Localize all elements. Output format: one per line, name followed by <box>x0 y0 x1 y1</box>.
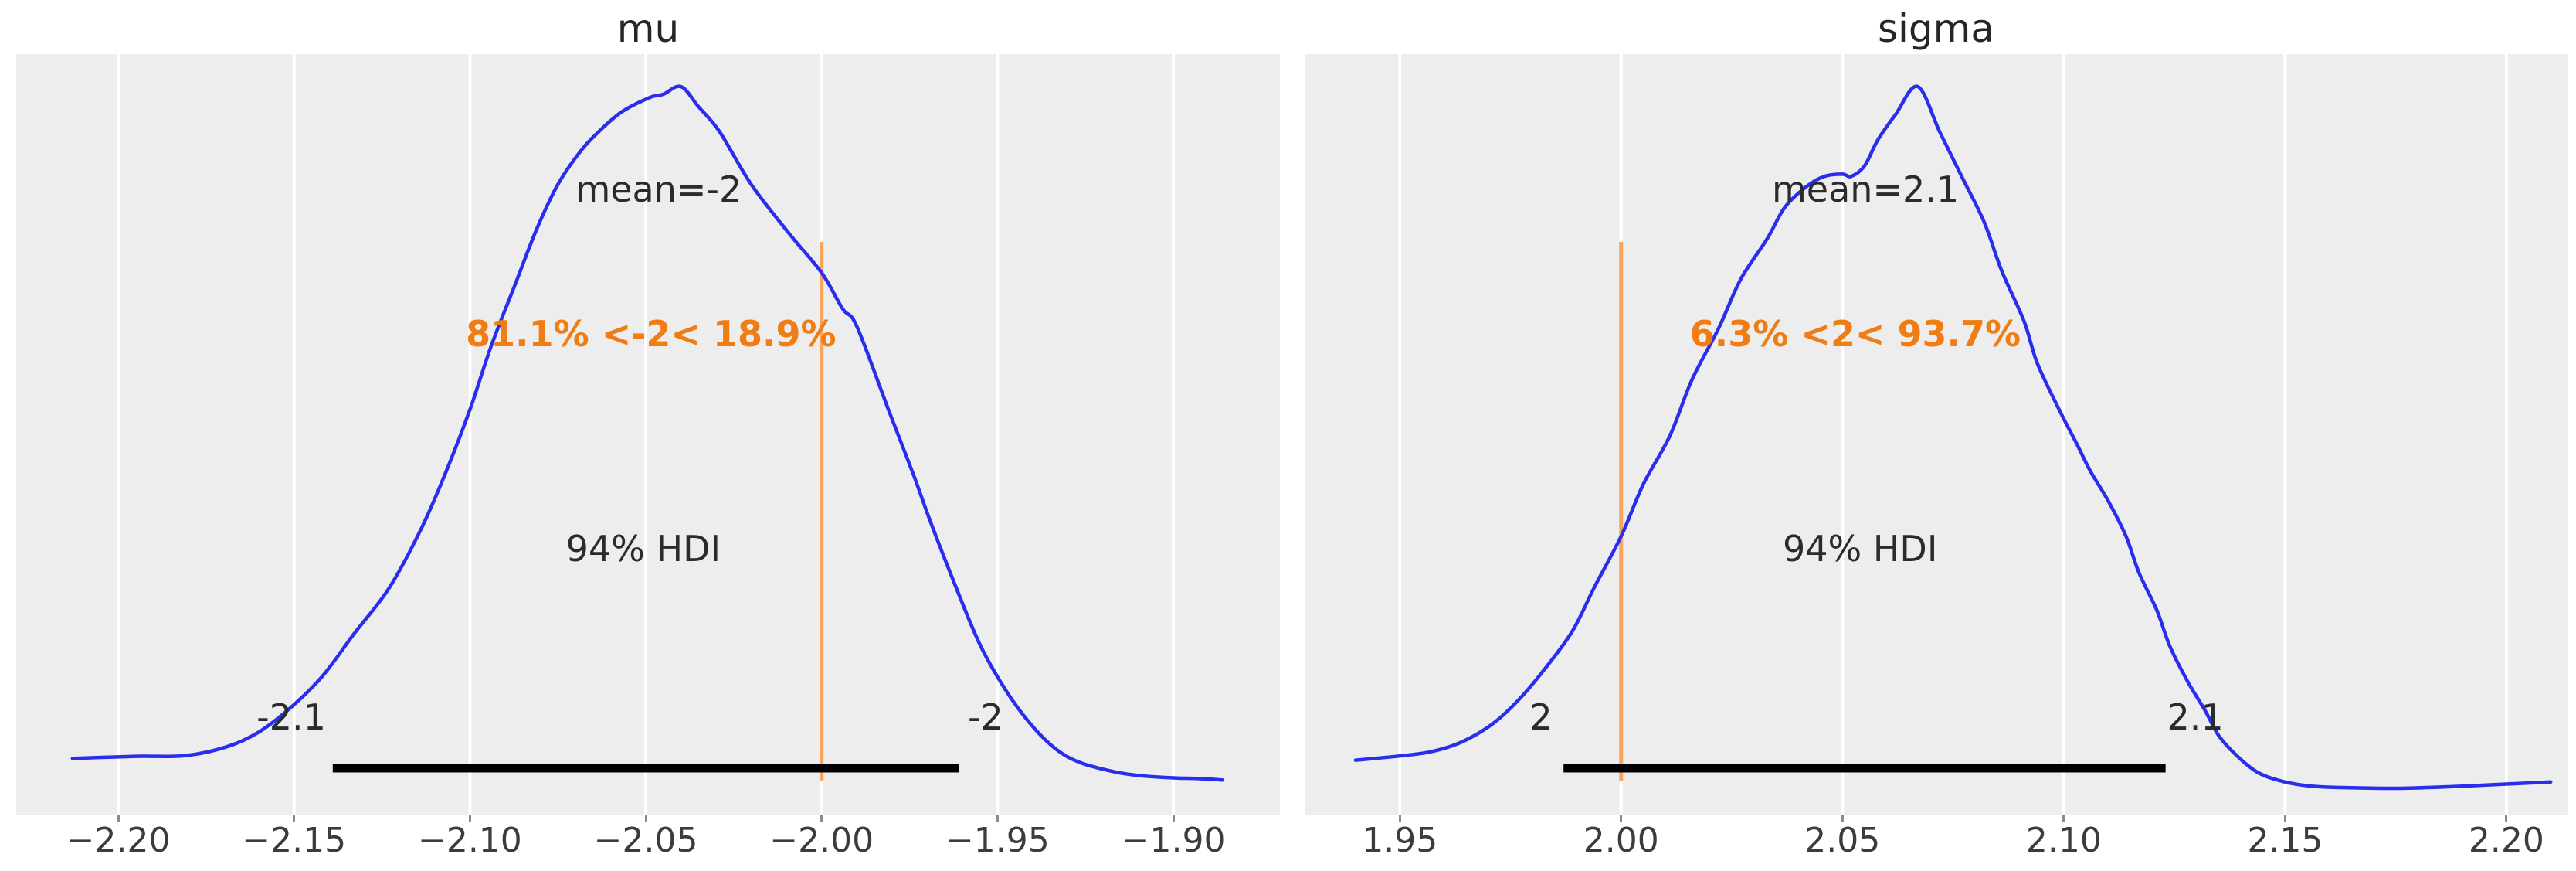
x-tick-mark <box>2283 815 2286 822</box>
x-tick-label: −2.00 <box>769 821 874 860</box>
x-tick-label: 1.95 <box>1362 821 1438 860</box>
hdi-lo-label: 2 <box>1529 696 1553 739</box>
x-tick-label: 2.05 <box>1804 821 1881 860</box>
kde-curve <box>70 84 1225 782</box>
x-tick-mark <box>820 815 823 822</box>
x-tick-label: −1.95 <box>945 821 1050 860</box>
kde-plot <box>70 54 1225 815</box>
x-tick-mark <box>1398 815 1401 822</box>
x-tick-label: −2.05 <box>593 821 698 860</box>
mean-label: mean=2.1 <box>1772 168 1960 211</box>
x-tick-mark <box>1841 815 1844 822</box>
x-tick-mark <box>293 815 296 822</box>
panel-title: sigma <box>1877 6 1995 51</box>
hdi-bar <box>332 764 959 773</box>
panel-title: mu <box>616 6 680 51</box>
panel-mu: mu mean=-2 81.1% <-2< 18.9% 94% HDI -2.1… <box>16 0 1280 871</box>
x-tick-label: 2.20 <box>2468 821 2544 860</box>
hdi-bar <box>1563 764 2166 773</box>
x-tick-mark <box>117 815 120 822</box>
x-tick-mark <box>1620 815 1623 822</box>
x-tick-mark <box>2062 815 2065 822</box>
hdi-lo-label: -2.1 <box>256 696 326 739</box>
x-tick-label: −2.15 <box>242 821 347 860</box>
mean-label: mean=-2 <box>575 168 742 211</box>
hdi-hi-label: 2.1 <box>2167 696 2224 739</box>
hdi-text: 94% HDI <box>565 527 721 570</box>
x-tick-label: 2.00 <box>1583 821 1659 860</box>
x-tick-mark <box>1172 815 1175 822</box>
x-tick-label: −1.90 <box>1121 821 1226 860</box>
x-tick-label: 2.10 <box>2025 821 2102 860</box>
panel-sigma: sigma mean=2.1 6.3% <2< 93.7% 94% HDI 2 … <box>1305 0 2568 871</box>
x-tick-mark <box>468 815 471 822</box>
plot-area: mean=-2 81.1% <-2< 18.9% 94% HDI -2.1 -2 <box>16 54 1280 815</box>
x-tick-label: 2.15 <box>2247 821 2323 860</box>
x-tick-mark <box>996 815 999 822</box>
plot-area: mean=2.1 6.3% <2< 93.7% 94% HDI 2 2.1 <box>1305 54 2568 815</box>
x-tick-label: −2.10 <box>417 821 522 860</box>
ref-percentage-text: 81.1% <-2< 18.9% <box>466 313 837 356</box>
x-tick-label: −2.20 <box>66 821 171 860</box>
x-tick-mark <box>644 815 647 822</box>
hdi-hi-label: -2 <box>967 696 1003 739</box>
hdi-text: 94% HDI <box>1782 527 1938 570</box>
x-tick-mark <box>2505 815 2508 822</box>
kde-curve <box>1353 84 2553 791</box>
ref-percentage-text: 6.3% <2< 93.7% <box>1689 313 2021 356</box>
kde-plot <box>1353 54 2553 815</box>
